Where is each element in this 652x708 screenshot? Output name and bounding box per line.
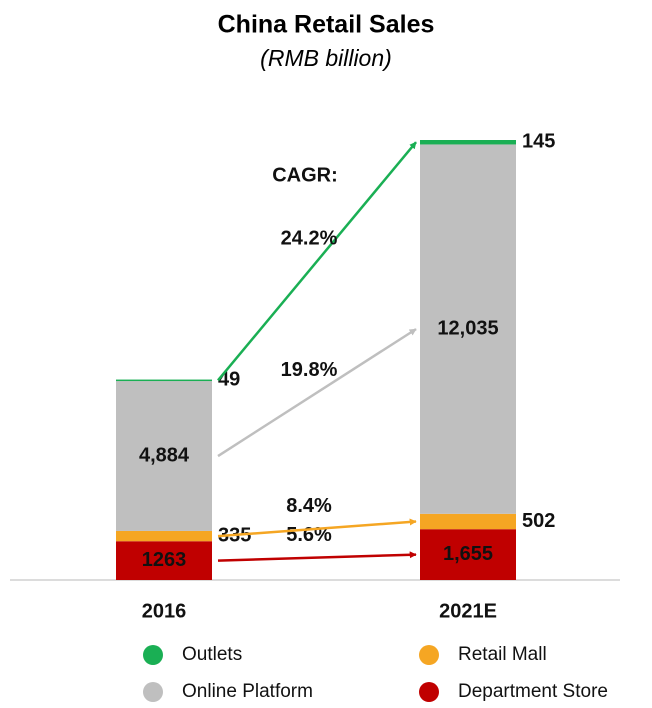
x-tick-label: 2016	[142, 600, 187, 622]
legend-swatch	[143, 645, 163, 665]
cagr-arrow	[217, 551, 417, 562]
value-label: 1263	[142, 549, 187, 571]
bar-segment	[420, 529, 516, 580]
value-label: 145	[522, 131, 555, 153]
bar-segment	[420, 513, 516, 530]
cagr-label: 19.8%	[281, 359, 338, 381]
value-label: 12,035	[437, 317, 498, 339]
cagr-arrow	[217, 328, 417, 458]
bar-segment	[420, 140, 516, 145]
legend-label: Outlets	[182, 644, 242, 665]
value-label: 1,655	[443, 543, 493, 565]
bar-segment	[116, 379, 212, 382]
cagr-arrow	[217, 141, 417, 382]
bar-segment	[116, 530, 212, 542]
annotation: CAGR:	[272, 164, 338, 186]
legend-swatch	[143, 682, 163, 702]
value-label: 4,884	[139, 444, 190, 466]
bar-segment	[420, 144, 516, 514]
value-label: 49	[218, 369, 240, 391]
x-tick-label: 2021E	[439, 600, 497, 622]
chart-subtitle: (RMB billion)	[260, 45, 392, 71]
legend-swatch	[419, 682, 439, 702]
cagr-arrow	[217, 518, 417, 538]
value-label: 502	[522, 510, 555, 532]
legend-label: Department Store	[458, 681, 608, 702]
legend-label: Retail Mall	[458, 644, 547, 665]
legend-label: Online Platform	[182, 681, 313, 702]
legend-swatch	[419, 645, 439, 665]
cagr-label: 8.4%	[286, 495, 332, 517]
cagr-label: 24.2%	[281, 228, 338, 250]
bar-segment	[116, 541, 212, 580]
bar-segment	[116, 381, 212, 531]
chart-title: China Retail Sales	[218, 11, 435, 39]
